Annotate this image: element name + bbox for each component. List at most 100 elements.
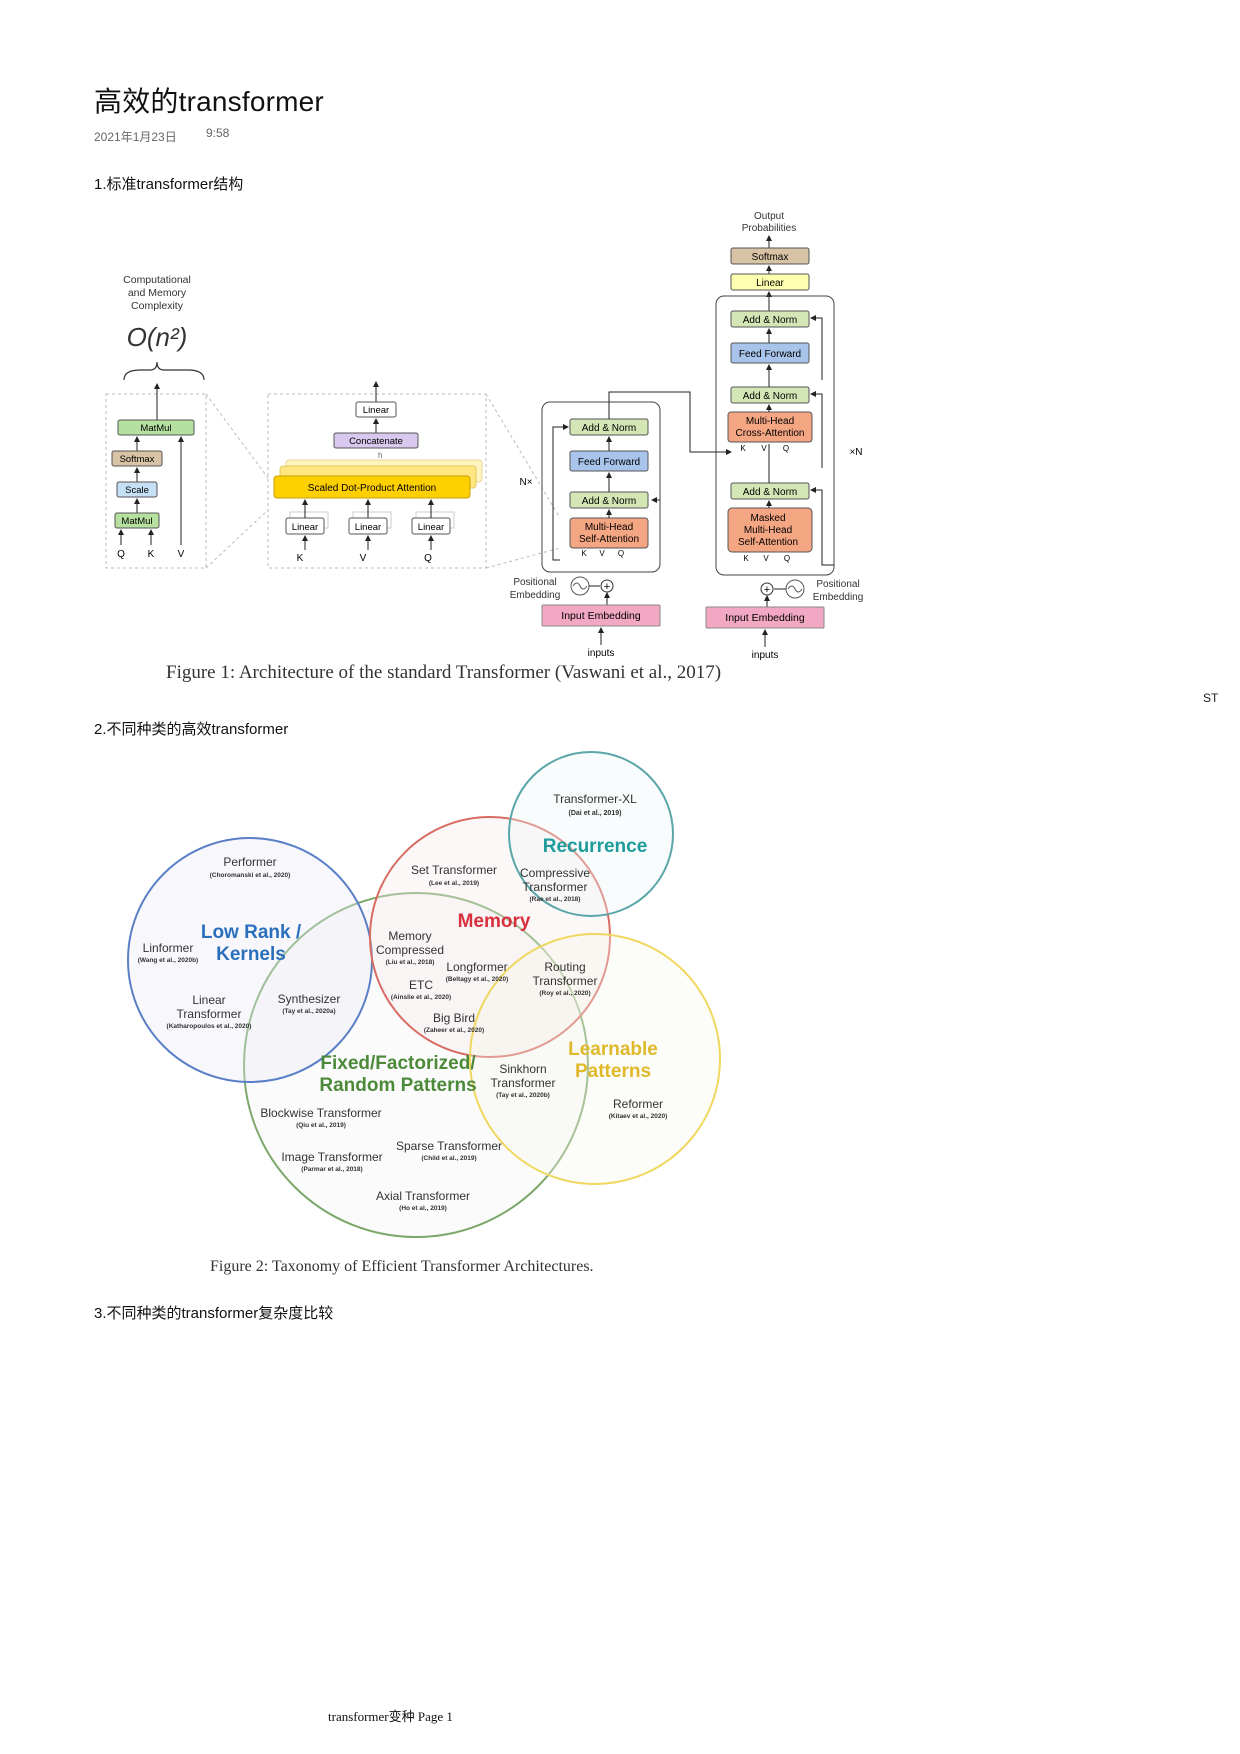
svg-text:Linear: Linear (292, 522, 318, 533)
svg-text:(Roy et al., 2020): (Roy et al., 2020) (539, 990, 590, 997)
model-linear-transformer: Linear Transformer (Katharopoulos et al.… (167, 993, 252, 1030)
dec-masked-k: K (743, 554, 749, 563)
dec-pos-label-1: Positional (816, 579, 859, 590)
enc-addnorm-bottom-label: Add & Norm (582, 496, 636, 507)
attention-detail-frame (105, 393, 207, 569)
svg-text:(Ainslie et al., 2020): (Ainslie et al., 2020) (391, 994, 451, 1001)
svg-text:(Kitaev et al., 2020): (Kitaev et al., 2020) (609, 1113, 668, 1120)
model-sparse-transformer: Sparse Transformer (Child et al., 2019) (396, 1139, 502, 1162)
dec-masked-attention (727, 507, 813, 553)
model-reformer: Reformer (Kitaev et al., 2020) (609, 1097, 668, 1120)
svg-text:Transformer-XL: Transformer-XL (553, 792, 637, 806)
section-heading-3: 3.不同种类的transformer复杂度比较 (94, 1305, 334, 1322)
mh-linear-k: Linear (285, 511, 329, 535)
memory-circle (369, 816, 611, 1058)
dec-output-label-2: Probabilities (742, 223, 796, 234)
svg-text:Big Bird: Big Bird (433, 1011, 475, 1025)
svg-text:Linformer: Linformer (143, 941, 194, 955)
svg-text:Transformer: Transformer (491, 1076, 556, 1090)
dec-pos-label-2: Embedding (813, 592, 864, 603)
svg-text:Linear: Linear (418, 522, 444, 533)
enc-pos-label-2: Embedding (510, 590, 561, 601)
sdpa-label: Scaled Dot-Product Attention (308, 483, 436, 494)
mh-linear-q: Linear (411, 511, 455, 535)
figure1-caption: Figure 1: Architecture of the standard T… (166, 662, 722, 683)
model-synthesizer: Synthesizer (Tay et al., 2020a) (278, 992, 341, 1015)
svg-text:(Katharopoulos et al., 2020): (Katharopoulos et al., 2020) (167, 1023, 252, 1030)
dec-linear-label: Linear (756, 278, 784, 289)
model-transformer-xl: Transformer-XL (Dai et al., 2019) (553, 792, 637, 817)
svg-text:(Child et al., 2019): (Child et al., 2019) (421, 1155, 476, 1162)
category-patterns: Patterns (575, 1061, 651, 1082)
dec-softmax (730, 247, 810, 265)
model-etc: ETC (Ainslie et al., 2020) (391, 978, 451, 1001)
model-memory-compressed: Memory Compressed (Liu et al., 2018) (376, 929, 444, 966)
dec-ffn-label: Feed Forward (739, 349, 801, 360)
model-blockwise-transformer: Blockwise Transformer (Qiu et al., 2019) (260, 1106, 381, 1129)
sdpa-box (273, 475, 471, 499)
svg-text:(Wang et al., 2020b): (Wang et al., 2020b) (138, 957, 198, 964)
transformer-architecture-figure: Computational and Memory Complexity O(n²… (105, 211, 864, 661)
dec-cross-q: Q (783, 444, 789, 453)
model-image-transformer: Image Transformer (Parmar et al., 2018) (281, 1150, 382, 1173)
svg-text:(Choromanski et al., 2020): (Choromanski et al., 2020) (210, 872, 291, 879)
dec-softmax-label: Softmax (752, 252, 789, 263)
enc-input-embedding-label: Input Embedding (561, 610, 641, 622)
section-heading-2: 2.不同种类的高效transformer (94, 721, 289, 738)
matmul-bottom-box (114, 512, 160, 529)
encoder-repeat: N× (519, 477, 532, 488)
encoder-frame (541, 401, 661, 573)
svg-text:+: + (764, 584, 770, 596)
svg-text:Synthesizer: Synthesizer (278, 992, 341, 1006)
svg-text:Performer: Performer (223, 855, 276, 869)
svg-text:Transformer: Transformer (523, 880, 588, 894)
category-memory: Memory (458, 911, 531, 932)
mh-linear-top-label: Linear (363, 405, 389, 416)
svg-text:Axial Transformer: Axial Transformer (376, 1189, 470, 1203)
svg-text:Set Transformer: Set Transformer (411, 863, 497, 877)
scale-label: Scale (125, 485, 149, 496)
dec-addnorm-1 (730, 310, 810, 328)
dec-input-embedding-label: Input Embedding (725, 612, 805, 624)
mh-input-k: K (297, 553, 304, 564)
multihead-detail-frame (267, 393, 487, 569)
model-compressive-transformer: Compressive Transformer (Rae et al., 201… (520, 866, 590, 903)
mh-linear-top-box (355, 401, 397, 418)
created-time: 9:58 (206, 126, 230, 140)
efficient-transformer-taxonomy-figure: Low Rank / Kernels Memory Recurrence Fix… (127, 751, 721, 1238)
svg-text:Transformer: Transformer (533, 974, 598, 988)
svg-text:(Lee et al., 2019): (Lee et al., 2019) (429, 880, 479, 887)
dec-masked-label-2: Multi-Head (744, 525, 792, 536)
svg-text:+: + (604, 581, 610, 593)
dec-masked-label-3: Self-Attention (738, 537, 798, 548)
model-linformer: Linformer (Wang et al., 2020b) (138, 941, 198, 964)
svg-text:Memory: Memory (388, 929, 431, 943)
svg-text:(Dai et al., 2019): (Dai et al., 2019) (569, 810, 622, 817)
category-kernels: Kernels (216, 944, 286, 965)
dec-addnorm-2-label: Add & Norm (743, 391, 797, 402)
svg-text:Image Transformer: Image Transformer (281, 1150, 382, 1164)
enc-pos-label-1: Positional (513, 577, 556, 588)
mh-linear-v: Linear (348, 511, 392, 535)
svg-text:Reformer: Reformer (613, 1097, 663, 1111)
matmul-bottom-label: MatMul (121, 516, 152, 527)
svg-text:(Rae et al., 2018): (Rae et al., 2018) (530, 896, 581, 903)
svg-text:Sinkhorn: Sinkhorn (499, 1062, 546, 1076)
dec-masked-label-1: Masked (750, 513, 785, 524)
svg-text:Linear: Linear (192, 993, 225, 1007)
svg-text:Compressed: Compressed (376, 943, 444, 957)
dec-inputs-label: inputs (752, 650, 779, 661)
model-routing-transformer: Routing Transformer (Roy et al., 2020) (533, 960, 598, 997)
svg-text:Transformer: Transformer (177, 1007, 242, 1021)
dec-addnorm-3-label: Add & Norm (743, 487, 797, 498)
attn-input-k: K (148, 549, 155, 560)
svg-text:Compressive: Compressive (520, 866, 590, 880)
dec-ffn (730, 342, 810, 364)
attn-input-v: V (178, 549, 185, 560)
created-date: 2021年1月23日 (94, 130, 177, 144)
category-random-patterns: Random Patterns (319, 1075, 476, 1096)
category-low-rank: Low Rank / (201, 922, 302, 943)
enc-inputs-label: inputs (588, 648, 615, 659)
svg-text:(Beltagy et al., 2020): (Beltagy et al., 2020) (446, 976, 509, 983)
complexity-label-line3: Complexity (131, 300, 184, 312)
